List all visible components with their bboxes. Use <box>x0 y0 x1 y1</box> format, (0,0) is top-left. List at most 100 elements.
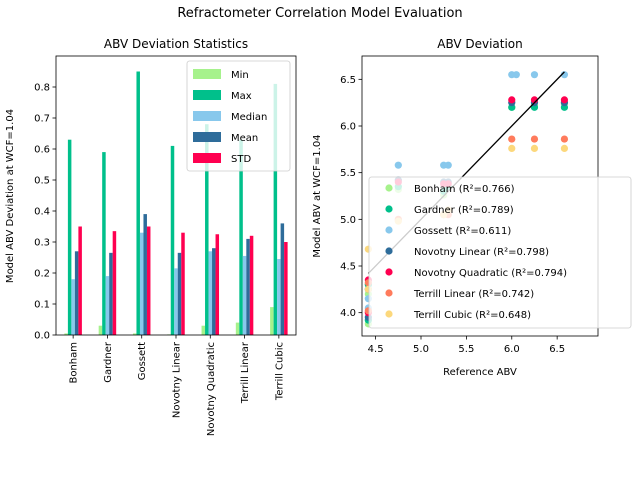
bar-max-1 <box>67 139 72 335</box>
bar-chart-x-tick-label: Gardner <box>103 341 114 383</box>
scatter-legend-marker-7 <box>385 310 393 318</box>
bar-min-7 <box>270 307 274 335</box>
bar-std-1 <box>78 226 82 335</box>
scatter-legend-marker-3 <box>385 226 393 234</box>
bar-mean-1 <box>74 251 79 335</box>
scatter-legend-marker-6 <box>385 289 393 297</box>
scatter-legend-marker-1 <box>385 184 393 192</box>
legend-swatch-min <box>193 69 221 79</box>
bar-chart-y-tick-label: 0.3 <box>34 238 50 249</box>
bar-chart-y-tick-label: 0.7 <box>34 114 50 125</box>
scatter-chart-x-tick-label: 4.5 <box>368 344 384 355</box>
scatter-chart-y-ticks: 4.0 4.5 5.0 5.5 6.0 6.5 <box>340 75 362 319</box>
scatter-point-series-3 <box>530 71 539 79</box>
bar-min-5 <box>201 325 206 335</box>
bar-median-3 <box>139 232 144 335</box>
bar-median-7 <box>277 259 281 335</box>
legend-swatch-std <box>193 153 221 163</box>
bar-min-2 <box>98 325 103 335</box>
bar-min-6 <box>235 322 240 335</box>
bar-mean-5 <box>212 248 216 335</box>
scatter-chart-y-axis-label: Model ABV at WCF=1.04 <box>312 134 323 257</box>
bar-max-3 <box>136 71 140 335</box>
scatter-chart-x-tick-label: 5.0 <box>413 344 429 355</box>
bar-chart-x-tick-label: Novotny Quadratic <box>206 342 217 436</box>
scatter-chart-x-axis-label: Reference ABV <box>443 367 517 378</box>
scatter-chart-legend-box <box>368 176 632 329</box>
scatter-point-series-7 <box>530 144 539 152</box>
scatter-point-series-3 <box>444 161 452 169</box>
scatter-legend-label-3: Gossett (R²=0.611) <box>414 226 511 237</box>
bar-chart-y-tick-label: 0.2 <box>34 269 50 280</box>
bar-chart-x-tick-label: Terrill Cubic <box>274 342 285 401</box>
scatter-chart-x-tick-label: 6.5 <box>549 344 565 355</box>
legend-label-mean: Mean <box>231 133 258 144</box>
scatter-legend-marker-2 <box>385 205 393 213</box>
bar-std-2 <box>112 231 117 335</box>
scatter-legend-label-1: Bonham (R²=0.766) <box>414 184 515 195</box>
scatter-chart-y-tick-label: 5.5 <box>340 168 356 179</box>
bar-min-3 <box>132 333 137 335</box>
bar-median-1 <box>71 279 75 335</box>
bar-median-5 <box>208 251 213 335</box>
legend-label-median: Median <box>231 112 267 123</box>
bar-mean-2 <box>109 252 113 335</box>
legend-label-min: Min <box>231 70 249 81</box>
scatter-point-series-6 <box>508 135 516 143</box>
scatter-chart: ABV Deviation Reference ABV Model ABV at… <box>312 37 632 378</box>
scatter-chart-y-tick-label: 6.0 <box>340 122 356 133</box>
legend-label-max: Max <box>231 91 252 102</box>
bar-chart-y-axis-label: Model ABV Deviation at WCF=1.04 <box>5 109 16 283</box>
bar-max-6 <box>239 139 243 335</box>
scatter-legend-label-2: Gardner (R²=0.789) <box>414 205 514 216</box>
scatter-chart-x-tick-label: 5.5 <box>458 344 474 355</box>
bar-chart-y-tick-label: 0.0 <box>34 331 50 342</box>
bar-std-7 <box>284 242 288 335</box>
scatter-chart-title: ABV Deviation <box>437 37 523 51</box>
scatter-point-series-5 <box>560 96 569 104</box>
scatter-legend-marker-5 <box>385 268 393 276</box>
bar-mean-6 <box>246 238 250 335</box>
bar-chart-x-ticks: Bonham Gardner Gossett Novotny Linear Novotn… <box>69 335 285 436</box>
scatter-point-series-3 <box>394 161 402 169</box>
figure-suptitle: Refractometer Correlation Model Evaluati… <box>177 6 462 21</box>
legend-swatch-max <box>193 90 221 100</box>
bar-chart-legend-box <box>186 60 291 172</box>
scatter-legend-marker-4 <box>385 247 393 255</box>
scatter-point-series-7 <box>560 144 569 152</box>
bar-std-3 <box>146 226 151 335</box>
bar-chart-bars <box>64 71 288 336</box>
bar-chart-y-tick-label: 0.5 <box>34 176 50 187</box>
bar-chart-legend: Min Max Median Mean STD <box>186 60 291 172</box>
bar-chart-y-ticks: 0.0 0.1 0.2 0.3 0.4 0.5 0.6 0.7 0.8 <box>34 83 56 342</box>
scatter-chart-y-tick-label: 4.0 <box>340 308 356 319</box>
scatter-chart-x-tick-label: 6.0 <box>504 344 520 355</box>
bar-chart-x-tick-label: Novotny Linear <box>172 341 183 418</box>
bar-chart-y-tick-label: 0.6 <box>34 145 50 156</box>
bar-min-1 <box>64 333 68 335</box>
bar-mean-4 <box>177 252 182 335</box>
scatter-chart-legend: Bonham (R²=0.766) Gardner (R²=0.789) Gosse… <box>368 176 632 329</box>
bar-median-6 <box>242 255 247 335</box>
bar-chart: ABV Deviation Statistics Model ABV Devia… <box>5 37 297 436</box>
bar-median-4 <box>174 268 178 335</box>
bar-chart-title: ABV Deviation Statistics <box>104 37 248 51</box>
scatter-legend-label-6: Terrill Linear (R²=0.742) <box>413 289 534 300</box>
bar-chart-x-tick-label: Terrill Linear <box>240 341 251 404</box>
scatter-chart-y-tick-label: 4.5 <box>340 262 356 273</box>
bar-mean-7 <box>280 223 285 335</box>
bar-std-5 <box>215 234 220 335</box>
bar-mean-3 <box>143 214 147 335</box>
scatter-legend-label-7: Terrill Cubic (R²=0.648) <box>413 310 531 321</box>
bar-chart-x-tick-label: Gossett <box>137 342 148 380</box>
scatter-chart-y-tick-label: 5.0 <box>340 215 356 226</box>
bar-max-7 <box>273 83 278 336</box>
bar-max-4 <box>170 145 175 335</box>
scatter-point-series-6 <box>530 135 539 143</box>
bar-chart-y-tick-label: 0.4 <box>34 207 50 218</box>
scatter-chart-x-ticks: 4.5 5.0 5.5 6.0 6.5 <box>368 336 565 355</box>
scatter-legend-label-5: Novotny Quadratic (R²=0.794) <box>414 268 567 279</box>
bar-median-2 <box>105 276 110 335</box>
